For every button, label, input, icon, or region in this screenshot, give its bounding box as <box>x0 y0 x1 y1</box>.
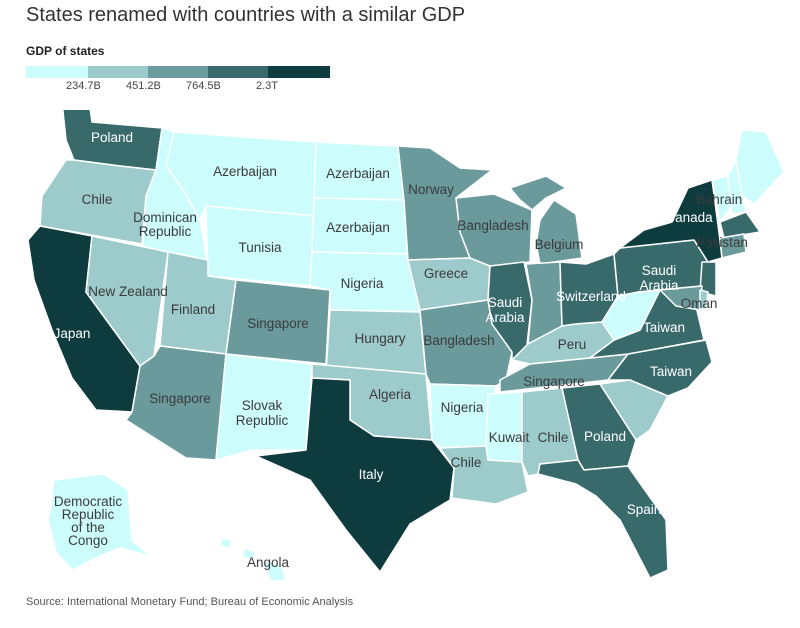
state-maine <box>735 129 785 205</box>
state-massachusetts <box>719 211 761 239</box>
label-georgia: Poland <box>584 429 626 444</box>
label-north-dakota: Azerbaijan <box>326 166 390 181</box>
legend-swatch-5 <box>268 66 330 78</box>
label-new-mexico: Slovak Republic <box>236 398 289 428</box>
label-florida: Spain <box>627 502 662 517</box>
label-colorado: Singapore <box>247 316 309 331</box>
label-texas: Italy <box>359 467 384 482</box>
label-arizona: Singapore <box>149 391 211 406</box>
state-hawaii <box>219 537 286 580</box>
label-iowa: Greece <box>424 266 468 281</box>
label-kansas: Hungary <box>354 331 405 346</box>
state-florida <box>537 459 669 579</box>
state-shapes <box>27 110 785 580</box>
country-labels: Poland Chile Dominican Republic Azerbaija… <box>54 130 748 570</box>
label-arkansas: Nigeria <box>441 400 484 415</box>
legend-label-1: 234.7B <box>66 80 101 92</box>
label-vermont: Bahrain <box>696 192 743 207</box>
legend-label-4: 2.3T <box>256 80 279 92</box>
state-new-mexico <box>215 353 313 461</box>
state-new-york <box>619 179 723 263</box>
label-washington: Poland <box>91 130 133 145</box>
label-minnesota: Norway <box>408 182 454 197</box>
legend-swatch-2 <box>88 66 148 78</box>
state-maryland <box>637 285 703 311</box>
label-north-carolina: Taiwan <box>650 364 692 379</box>
us-choropleth-map: Poland Chile Dominican Republic Azerbaija… <box>27 110 785 580</box>
label-kentucky: Peru <box>558 337 587 352</box>
state-mississippi <box>485 391 523 463</box>
label-wyoming: Tunisia <box>238 240 282 255</box>
label-tennessee: Singapore <box>523 374 585 389</box>
legend-label-3: 764.5B <box>186 80 221 92</box>
label-california: Japan <box>54 326 91 341</box>
label-missouri: Bangladesh <box>423 333 494 348</box>
label-virginia: Taiwan <box>643 320 685 335</box>
label-maryland: Oman <box>681 296 718 311</box>
state-delaware <box>699 289 709 311</box>
gdp-legend: 234.7B 451.2B 764.5B 2.3T <box>26 66 330 96</box>
label-idaho: Dominican Republic <box>133 210 197 239</box>
legend-label-2: 451.2B <box>126 80 161 92</box>
state-alaska <box>47 473 151 571</box>
legend-title: GDP of states <box>26 44 105 58</box>
label-michigan: Belgium <box>535 237 584 252</box>
label-louisiana: Chile <box>451 455 482 470</box>
legend-swatch-4 <box>208 66 268 78</box>
label-illinois: Saudi Arabia <box>485 295 525 325</box>
source-note: Source: International Monetary Fund; Bur… <box>26 596 354 608</box>
label-ohio: Switzerland <box>556 289 626 304</box>
label-hawaii: Angola <box>247 555 290 570</box>
state-texas <box>255 377 455 573</box>
label-mississippi: Kuwait <box>489 430 530 445</box>
state-connecticut <box>719 233 747 259</box>
state-new-jersey <box>699 261 717 297</box>
label-south-dakota: Azerbaijan <box>326 220 390 235</box>
state-new-hampshire <box>727 159 747 215</box>
label-new-york: Canada <box>665 210 713 225</box>
legend-swatch-3 <box>148 66 208 78</box>
label-connecticut: Pakistan <box>696 235 748 250</box>
label-nebraska: Nigeria <box>341 276 384 291</box>
label-pennsylvania: Saudi Arabia <box>639 263 679 293</box>
label-montana: Azerbaijan <box>213 164 277 179</box>
label-alaska: Democratic Republic of the Congo <box>54 494 123 548</box>
label-oregon: Chile <box>82 192 113 207</box>
label-nevada: New Zealand <box>88 284 168 299</box>
legend-swatch-1 <box>26 66 88 78</box>
state-michigan <box>509 175 583 265</box>
label-alabama: Chile <box>538 430 569 445</box>
label-wisconsin: Bangladesh <box>457 218 528 233</box>
label-oklahoma: Algeria <box>369 387 412 402</box>
page-title: States renamed with countries with a sim… <box>26 4 466 26</box>
label-utah: Finland <box>171 302 215 317</box>
